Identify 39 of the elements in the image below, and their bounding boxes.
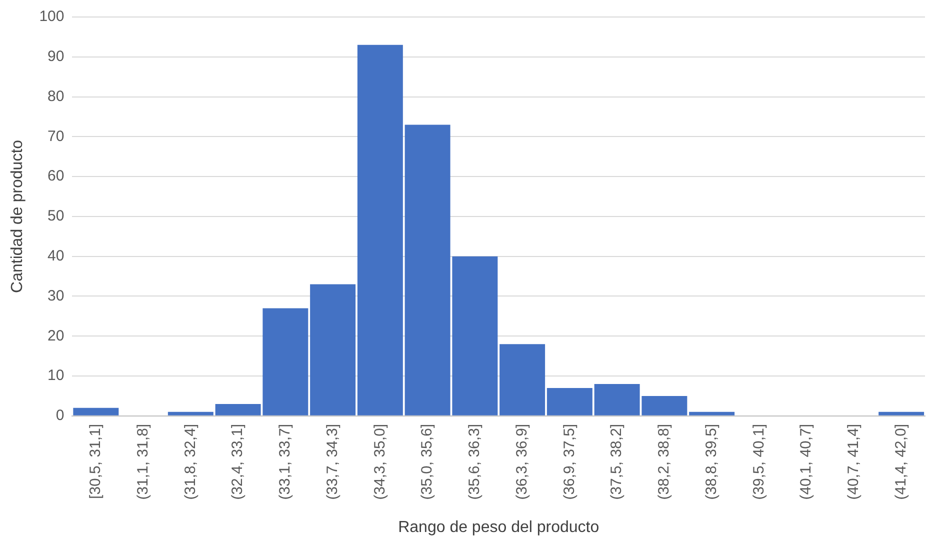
x-tick-label: (41,4, 42,0]	[892, 424, 910, 500]
y-tick-label: 50	[48, 208, 64, 225]
x-tick-label: (35,6, 36,3]	[466, 424, 484, 500]
bar	[689, 412, 735, 416]
bar	[546, 388, 592, 416]
x-tick-label: (31,1, 31,8]	[134, 424, 152, 500]
y-tick-label: 80	[48, 88, 64, 105]
x-tick-label: (33,1, 33,7]	[276, 424, 294, 500]
x-tick-label: (33,7, 34,3]	[324, 424, 341, 500]
x-tick-label: (38,8, 39,5]	[702, 424, 720, 500]
y-tick-label: 60	[48, 168, 64, 185]
y-tick-label: 100	[39, 8, 64, 26]
x-tick-label: (38,2, 38,8]	[656, 424, 673, 500]
x-tick-label: (36,9, 37,5]	[560, 424, 578, 500]
bar	[73, 408, 119, 416]
y-tick-label: 10	[48, 367, 64, 384]
y-tick-label: 0	[56, 407, 64, 424]
y-tick-label: 40	[48, 247, 64, 264]
y-axis-title: Cantidad de producto	[9, 140, 26, 293]
x-tick-label: (35,0, 35,6]	[418, 424, 436, 500]
bar	[878, 412, 924, 416]
x-tick-label: (37,5, 38,2]	[608, 424, 626, 500]
x-tick-label: (34,3, 35,0]	[371, 424, 388, 500]
bar	[168, 412, 214, 416]
x-tick-label: (32,4, 33,1]	[229, 424, 246, 500]
x-tick-label: (39,5, 40,1]	[750, 424, 768, 500]
bar	[310, 284, 356, 416]
y-tick-label: 30	[48, 287, 64, 304]
x-axis-title: Rango de peso del producto	[398, 518, 600, 536]
y-tick-label: 70	[48, 128, 64, 145]
bar	[500, 344, 546, 416]
x-tick-label: (31,8, 32,4]	[182, 424, 199, 500]
x-tick-label: [30,5, 31,1]	[87, 424, 104, 499]
x-tick-label: (40,1, 40,7]	[798, 424, 815, 500]
x-tick-label: (40,7, 41,4]	[845, 424, 862, 500]
y-tick-label: 20	[48, 327, 64, 344]
y-tick-label: 90	[48, 48, 64, 66]
x-tick-label: (36,3, 36,9]	[513, 424, 530, 500]
bar	[357, 44, 403, 416]
